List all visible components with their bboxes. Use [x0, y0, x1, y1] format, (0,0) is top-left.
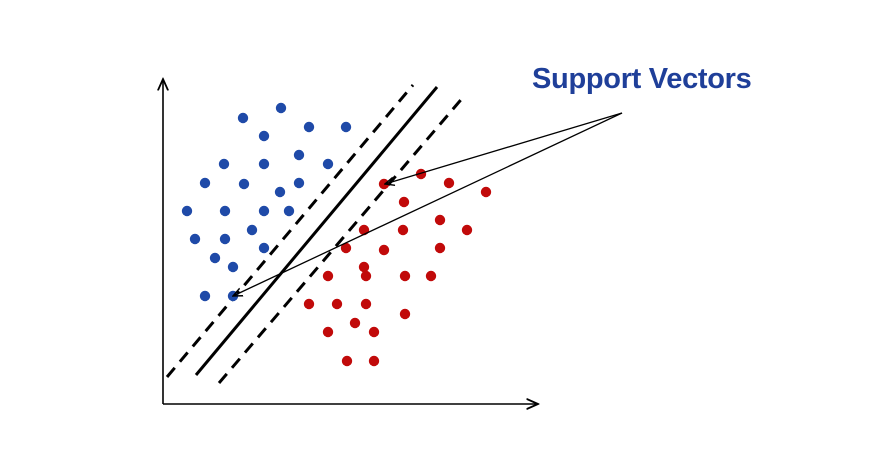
class-b-point [378, 178, 390, 190]
class-a-point [199, 177, 211, 189]
class-b-point [340, 242, 352, 254]
class-b-point [358, 224, 370, 236]
hyperplane [194, 86, 439, 376]
class-b-point [358, 261, 370, 273]
axes [163, 79, 538, 404]
class-b-point [425, 270, 437, 282]
class-b-point [341, 355, 353, 367]
class-a-point [258, 205, 270, 217]
class-b-point [303, 298, 315, 310]
class-b-points [303, 168, 492, 367]
margin-line-upper [165, 84, 415, 378]
decision-boundary-group [165, 84, 467, 384]
class-b-point [399, 270, 411, 282]
class-b-point [443, 177, 455, 189]
pointer-arrow-blue [233, 112, 623, 296]
class-a-point [293, 177, 305, 189]
class-a-point [274, 186, 286, 198]
class-a-point [258, 158, 270, 170]
class-b-point [480, 186, 492, 198]
class-a-point [340, 121, 352, 133]
class-b-point [397, 224, 409, 236]
margin-line-lower [217, 94, 467, 384]
class-a-point [293, 149, 305, 161]
class-a-point [199, 290, 211, 302]
class-a-point [275, 102, 287, 114]
class-a-point [322, 158, 334, 170]
class-b-point [461, 224, 473, 236]
class-b-point [368, 326, 380, 338]
class-b-point [415, 168, 427, 180]
class-a-point [219, 205, 231, 217]
class-a-point [237, 112, 249, 124]
class-a-point [303, 121, 315, 133]
class-b-point [399, 308, 411, 320]
class-b-point [398, 196, 410, 208]
class-a-point [189, 233, 201, 245]
class-a-point [246, 224, 258, 236]
class-b-point [378, 244, 390, 256]
class-b-point [360, 270, 372, 282]
class-b-point [434, 214, 446, 226]
class-a-point [218, 158, 230, 170]
class-a-point [227, 261, 239, 273]
class-b-point [331, 298, 343, 310]
class-a-point [283, 205, 295, 217]
class-a-point [209, 252, 221, 264]
support-vectors-label: Support Vectors [532, 63, 752, 95]
support-vector-pointers [233, 112, 623, 296]
class-b-point [368, 355, 380, 367]
pointer-arrow-red [385, 112, 623, 184]
class-a-point [238, 178, 250, 190]
class-b-point [434, 242, 446, 254]
class-a-point [258, 242, 270, 254]
class-a-points [181, 102, 352, 302]
class-b-point [322, 270, 334, 282]
class-b-point [322, 326, 334, 338]
class-a-point [219, 233, 231, 245]
class-b-point [360, 298, 372, 310]
class-a-point [258, 130, 270, 142]
class-a-point [181, 205, 193, 217]
class-b-point [349, 317, 361, 329]
